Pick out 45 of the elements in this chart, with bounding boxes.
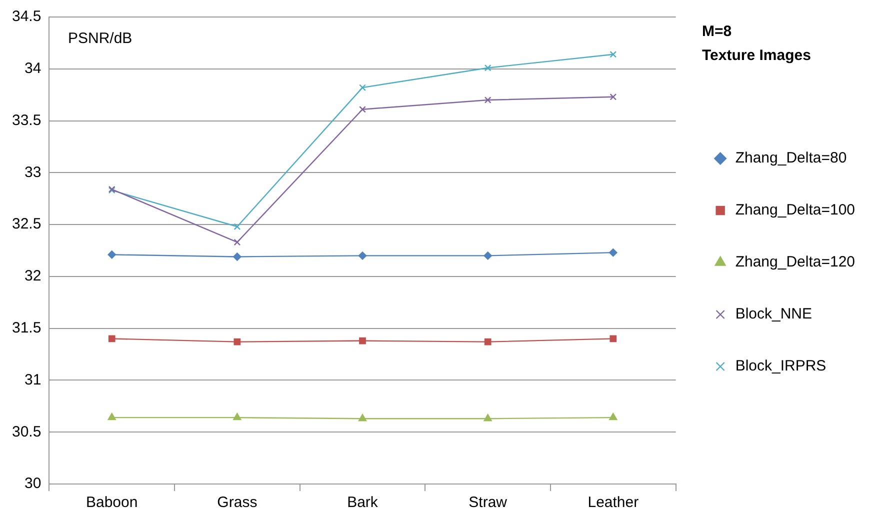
y-axis-title: PSNR/dB xyxy=(68,30,132,47)
point xyxy=(359,84,366,91)
x-tick-label: Grass xyxy=(217,494,258,512)
x-tick-label: Baboon xyxy=(86,494,138,512)
point xyxy=(609,248,618,257)
point xyxy=(359,337,366,344)
point xyxy=(108,412,116,420)
y-tick-label: 33 xyxy=(24,164,42,181)
point xyxy=(358,414,367,422)
y-tick-label: 32.5 xyxy=(12,216,42,233)
legend-label: Zhang_Delta=80 xyxy=(735,150,847,167)
point xyxy=(108,250,116,259)
point xyxy=(610,50,617,58)
point xyxy=(234,223,241,230)
x-tick-label: Leather xyxy=(588,494,639,512)
point xyxy=(484,338,492,346)
point xyxy=(484,252,492,260)
point xyxy=(610,335,617,342)
y-tick-label: 34 xyxy=(24,60,42,78)
legend-label: Block_NNE xyxy=(735,306,812,323)
y-tick-label: 30.5 xyxy=(12,423,42,440)
legend-label: Block_IRPRS xyxy=(735,358,826,375)
point xyxy=(108,335,116,342)
x-tick-label: Bark xyxy=(347,494,378,512)
x-tick-label: Straw xyxy=(468,494,508,512)
y-tick-label: 30 xyxy=(24,475,42,492)
y-tick-label: 33.5 xyxy=(12,112,42,129)
point xyxy=(358,252,367,260)
point xyxy=(484,96,492,104)
legend-label: Zhang_Delta=120 xyxy=(735,254,856,271)
text: M=8 Texture Images xyxy=(702,22,811,66)
point xyxy=(233,252,242,261)
point xyxy=(484,64,492,72)
y-tick-label: 32 xyxy=(24,268,42,285)
y-tick-label: 34.5 xyxy=(12,8,42,26)
point xyxy=(609,412,618,420)
legend-label: Zhang_Delta=100 xyxy=(735,202,856,219)
point xyxy=(234,338,241,346)
y-tick-label: 31.5 xyxy=(12,319,42,336)
point xyxy=(233,412,242,420)
y-tick-label: 31 xyxy=(24,371,42,388)
point xyxy=(359,106,366,113)
point xyxy=(234,238,241,246)
point xyxy=(484,414,492,422)
point xyxy=(610,93,617,100)
